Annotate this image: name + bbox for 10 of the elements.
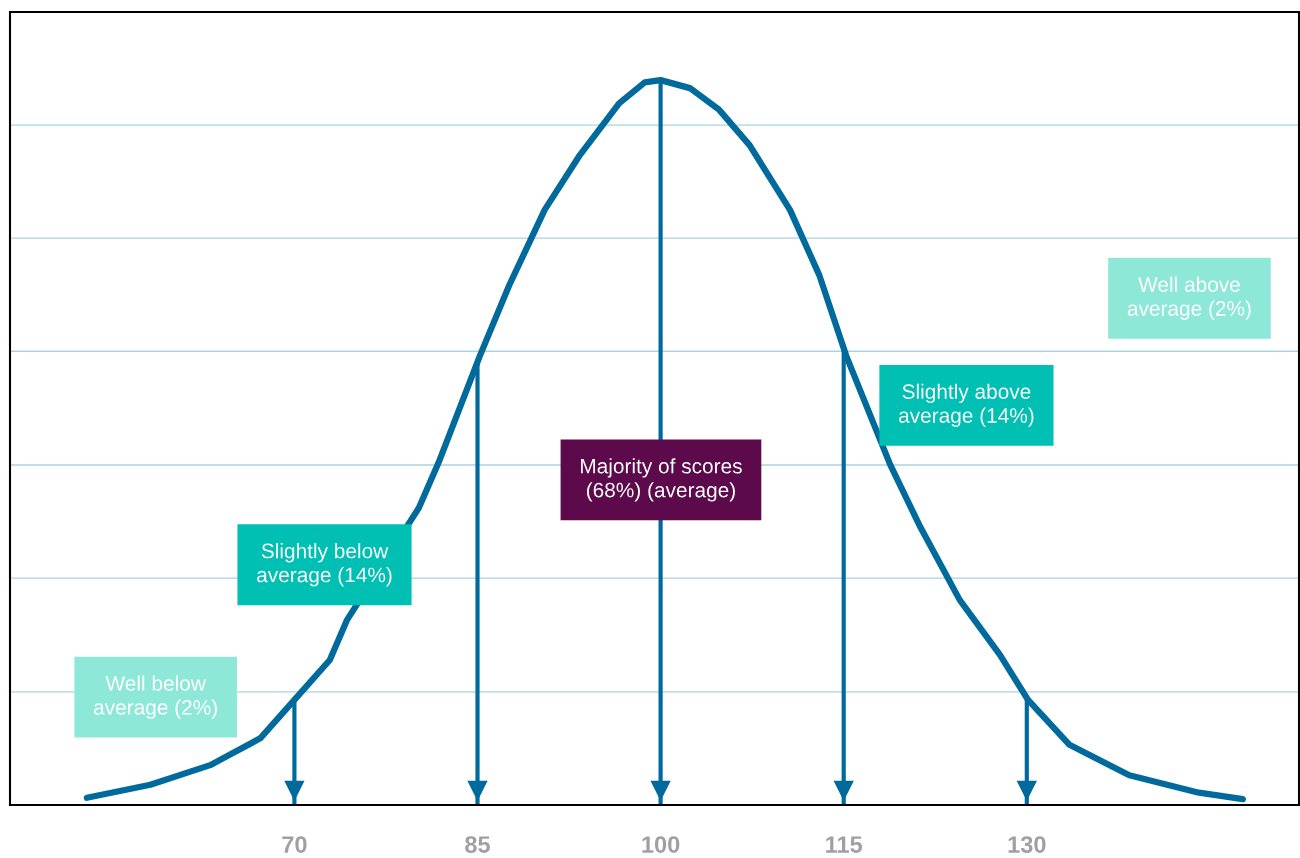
annotation: Well below average (2%)	[94, 675, 217, 719]
x-tick-label: 115	[826, 836, 863, 853]
annotation: Slightly below average (14%)	[257, 543, 392, 587]
annotation: Well above average (2%)	[1127, 276, 1251, 320]
x-tick-label: 85	[465, 836, 490, 853]
x-tick-label: 70	[282, 836, 307, 853]
annotation: Slightly above average (14%)	[899, 383, 1034, 428]
x-tick-label: 130	[1008, 836, 1046, 853]
x-tick-label: 100	[642, 836, 680, 853]
annotation: Majority of scores (68%) (average)	[581, 458, 742, 502]
